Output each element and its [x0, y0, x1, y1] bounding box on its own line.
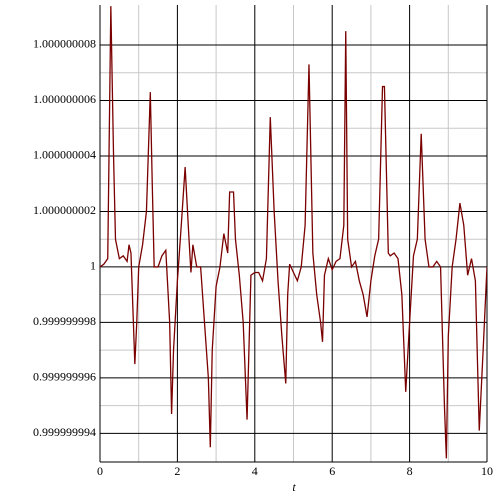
y-tick-label: 1	[90, 259, 96, 273]
y-tick-label: 0.999999998	[33, 314, 96, 328]
y-tick-label: 1.000000008	[33, 37, 96, 51]
y-tick-label: 1.000000004	[33, 148, 96, 162]
x-tick-label: 2	[174, 464, 180, 478]
x-tick-label: 10	[481, 464, 493, 478]
x-axis-label: t	[292, 480, 296, 494]
y-tick-label: 1.000000006	[33, 92, 96, 106]
y-tick-label: 0.999999996	[33, 370, 96, 384]
x-tick-label: 6	[329, 464, 335, 478]
data-line	[100, 6, 487, 459]
y-tick-label: 1.000000002	[33, 203, 96, 217]
x-tick-label: 4	[252, 464, 258, 478]
x-tick-label: 0	[97, 464, 103, 478]
y-tick-label: 0.999999994	[33, 425, 96, 439]
x-tick-label: 8	[407, 464, 413, 478]
